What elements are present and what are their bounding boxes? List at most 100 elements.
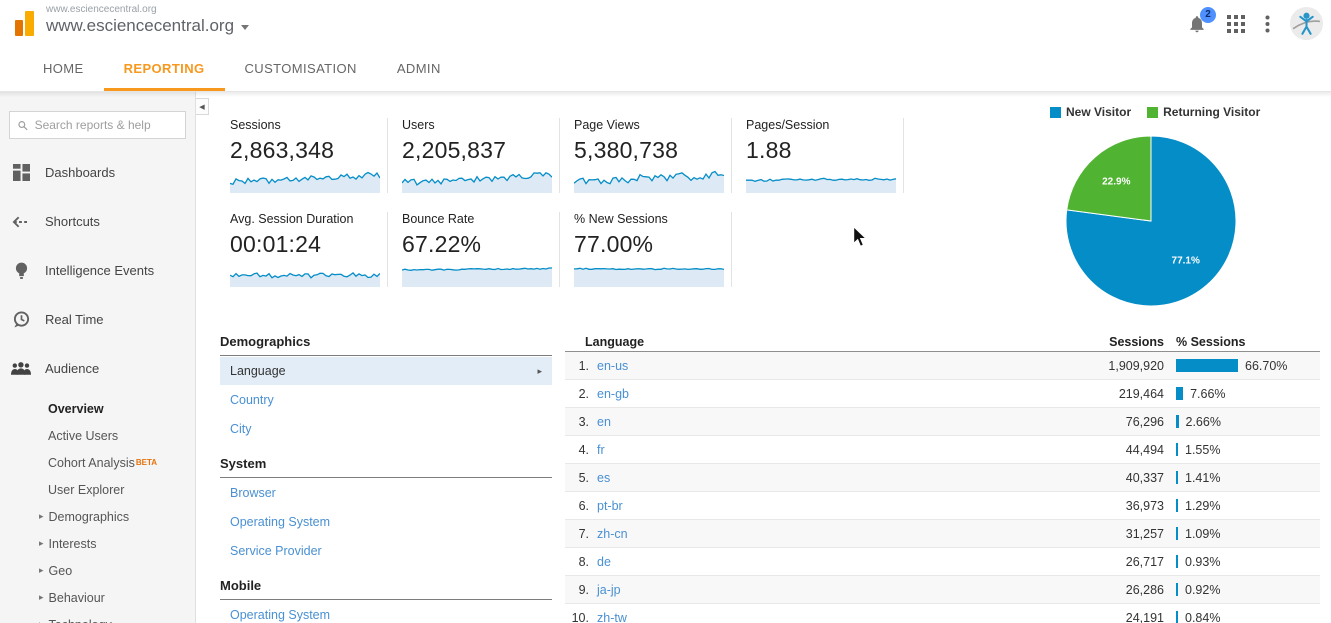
shortcuts-icon — [10, 216, 32, 228]
sidebar-item-dashboards[interactable]: Dashboards — [0, 148, 195, 197]
legend-item-returning-visitor[interactable]: Returning Visitor — [1147, 105, 1260, 119]
language-link[interactable]: zh-cn — [597, 526, 628, 541]
account-url-small: www.esciencecentral.org — [46, 4, 157, 15]
sidebar-item-cohort-analysis[interactable]: Cohort Analysis BETA — [48, 449, 195, 476]
sidebar-item-real-time[interactable]: Real Time — [0, 295, 195, 344]
tab-admin[interactable]: ADMIN — [396, 60, 441, 76]
panel-link-mobile-operating-system[interactable]: Operating System — [220, 601, 552, 623]
table-row: 1. en-us 1,909,920 66.70% — [565, 352, 1320, 380]
language-cell: 3. en — [565, 415, 1052, 429]
percent-value: 0.93% — [1185, 554, 1221, 569]
header-sessions: Sessions — [1109, 335, 1164, 349]
sessions-cell: 36,973 — [1052, 499, 1164, 513]
percent-bar — [1176, 415, 1179, 428]
language-link[interactable]: pt-br — [597, 498, 623, 513]
percent-bar — [1176, 443, 1178, 456]
sidebar-item-active-users[interactable]: Active Users — [48, 422, 195, 449]
metric-value: 1.88 — [746, 137, 792, 163]
metric-sparkline — [746, 177, 896, 193]
metric-sparkline — [230, 171, 380, 193]
sidebar-item-technology[interactable]: ▸ Technology — [39, 611, 195, 623]
metric-sparkline — [402, 267, 552, 287]
language-link[interactable]: zh-tw — [597, 610, 627, 623]
table-row: 7. zh-cn 31,257 1.09% — [565, 520, 1320, 548]
sidebar-child-label: Geo — [48, 563, 73, 578]
chevron-right-icon: ▸ — [537, 365, 542, 376]
language-cell: 8. de — [565, 555, 1052, 569]
legend-swatch — [1050, 106, 1061, 118]
apps-menu-button[interactable] — [1227, 14, 1245, 33]
apps-grid-icon — [1227, 14, 1245, 33]
search-input[interactable] — [34, 118, 178, 132]
sidebar-item-geo[interactable]: ▸ Geo — [39, 557, 195, 584]
metric-card-users: Users 2,205,837 — [388, 118, 560, 193]
sessions-value: 40,337 — [1125, 470, 1164, 485]
top-header: www.esciencecentral.org www.esciencecent… — [0, 0, 1331, 47]
row-rank: 1. — [578, 358, 589, 373]
percent-value: 1.41% — [1185, 470, 1221, 485]
percent-bar — [1176, 499, 1178, 512]
metric-label: % New Sessions — [574, 212, 668, 226]
panel-section-title-mobile: Mobile — [220, 578, 552, 600]
sidebar-item-intelligence-events[interactable]: Intelligence Events — [0, 246, 195, 295]
language-link[interactable]: en-us — [597, 358, 629, 373]
svg-text:22.9%: 22.9% — [1102, 176, 1130, 187]
sidebar-item-interests[interactable]: ▸ Interests — [39, 530, 195, 557]
expand-arrow-icon: ▸ — [39, 619, 44, 623]
row-rank: 9. — [578, 582, 589, 597]
language-link[interactable]: ja-jp — [597, 582, 621, 597]
legend-item-new-visitor[interactable]: New Visitor — [1050, 105, 1131, 119]
language-link[interactable]: en-gb — [597, 386, 629, 401]
sidebar-item-label: Real Time — [45, 312, 104, 327]
panel-link-demographics-country[interactable]: Country — [220, 386, 552, 414]
sessions-value: 219,464 — [1118, 386, 1164, 401]
metric-label: Bounce Rate — [402, 212, 475, 226]
notifications-button[interactable]: 2 — [1187, 6, 1216, 34]
visitor-pie-chart: 77.1% 22.9% — [1065, 135, 1237, 307]
sidebar-item-user-explorer[interactable]: User Explorer — [48, 476, 195, 503]
sidebar-item-demographics[interactable]: ▸ Demographics — [39, 503, 195, 530]
language-link[interactable]: en — [597, 414, 611, 429]
sidebar-item-audience[interactable]: Audience — [0, 344, 195, 393]
language-link[interactable]: de — [597, 554, 611, 569]
sessions-value: 1,909,920 — [1108, 358, 1164, 373]
header-percent-sessions: % Sessions — [1176, 335, 1246, 349]
metric-sparkline — [574, 170, 724, 193]
sidebar-child-label: Active Users — [48, 428, 119, 443]
panel-link-demographics-language[interactable]: Language ▸ — [220, 357, 552, 385]
tab-reporting[interactable]: REPORTING — [103, 48, 225, 91]
sidebar-item-shortcuts[interactable]: Shortcuts — [0, 197, 195, 246]
table-row: 8. de 26,717 0.93% — [565, 548, 1320, 576]
percent-cell: 0.93% — [1164, 555, 1320, 569]
metric-cards-row-2: Avg. Session Duration 00:01:24 Bounce Rate… — [216, 212, 732, 287]
percent-bar — [1176, 583, 1178, 596]
metric-card-avg-session-duration: Avg. Session Duration 00:01:24 — [216, 212, 388, 287]
tab-customisation[interactable]: CUSTOMISATION — [244, 60, 357, 76]
panel-link-system-browser[interactable]: Browser — [220, 479, 552, 507]
expand-arrow-icon: ▸ — [39, 511, 44, 521]
panel-link-system-operating-system[interactable]: Operating System — [220, 508, 552, 536]
language-link[interactable]: fr — [597, 442, 605, 457]
panel-link-system-service-provider[interactable]: Service Provider — [220, 537, 552, 565]
analytics-logo-icon — [15, 11, 34, 36]
real-time-icon — [10, 311, 32, 328]
sidebar-child-label: Cohort Analysis — [48, 455, 135, 470]
language-cell: 9. ja-jp — [565, 583, 1052, 597]
more-options-button[interactable] — [1265, 15, 1270, 33]
sessions-value: 36,973 — [1125, 498, 1164, 513]
user-avatar[interactable] — [1290, 7, 1323, 40]
sidebar-item-overview[interactable]: Overview — [48, 395, 195, 422]
metric-card-bounce-rate: Bounce Rate 67.22% — [388, 212, 560, 287]
language-link[interactable]: es — [597, 470, 611, 485]
sidebar-collapse-button[interactable]: ◀ — [196, 98, 209, 115]
bell-icon — [1190, 15, 1204, 32]
sessions-cell: 40,337 — [1052, 471, 1164, 485]
sidebar-item-behaviour[interactable]: ▸ Behaviour — [39, 584, 195, 611]
account-selector[interactable]: www.esciencecentral.org www.esciencecent… — [46, 4, 250, 36]
row-rank: 5. — [578, 470, 589, 485]
table-row: 10. zh-tw 24,191 0.84% — [565, 604, 1320, 623]
tab-home[interactable]: HOME — [43, 60, 84, 76]
panel-section-title-demographics: Demographics — [220, 334, 552, 356]
row-rank: 3. — [578, 414, 589, 429]
panel-link-demographics-city[interactable]: City — [220, 415, 552, 443]
